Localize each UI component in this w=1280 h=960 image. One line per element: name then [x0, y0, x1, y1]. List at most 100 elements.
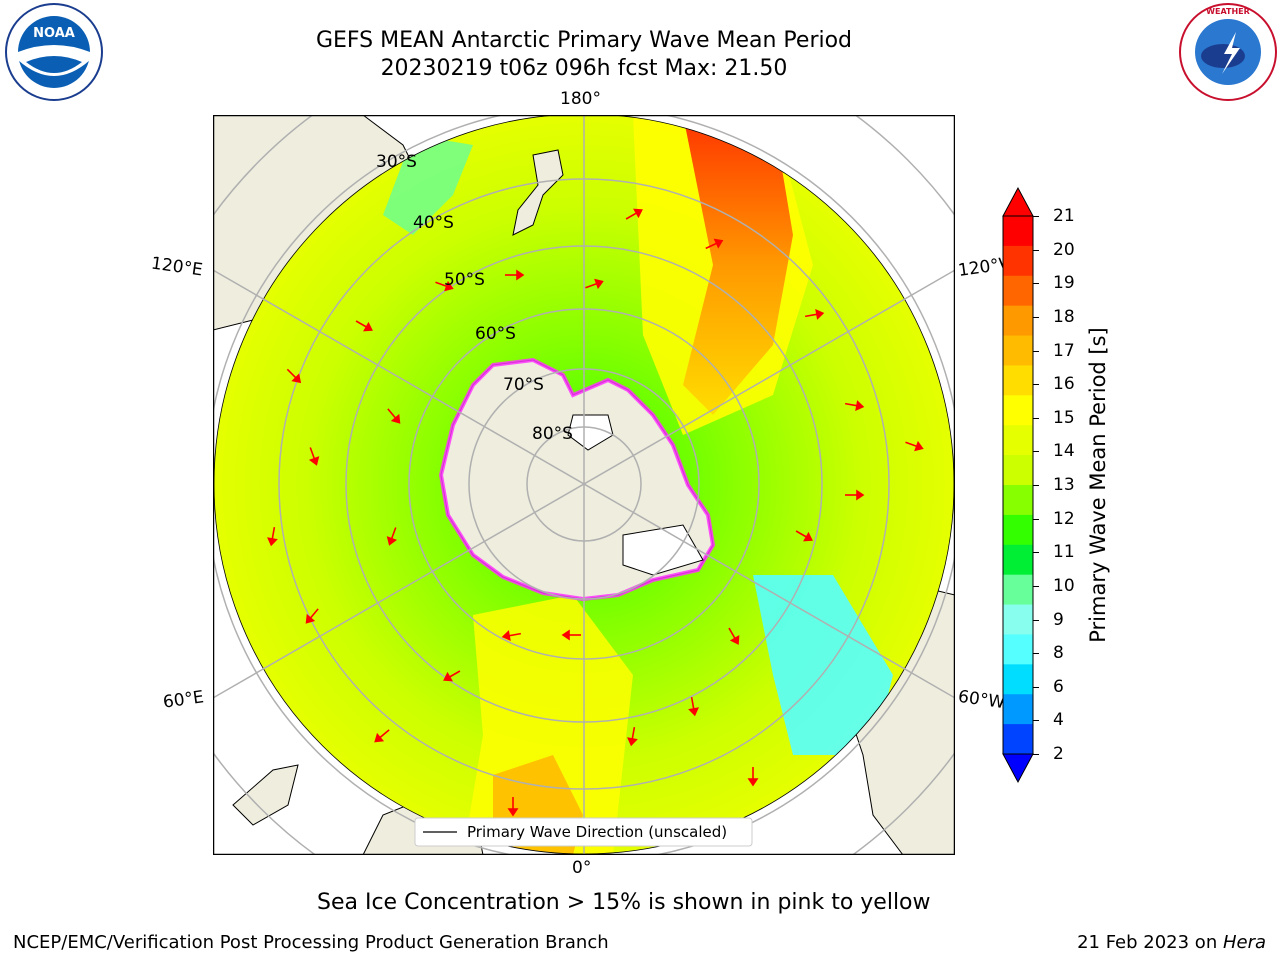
colorbar-tick-label: 19 — [1053, 273, 1075, 294]
lat-label-40s: 40°S — [413, 213, 454, 233]
colorbar-tick-label: 2 — [1053, 744, 1064, 764]
lat-label-60s: 60°S — [475, 324, 516, 344]
direction-arrow — [308, 447, 320, 466]
colorbar-cell — [1003, 365, 1033, 396]
lat-label-50s: 50°S — [444, 270, 485, 290]
colorbar-min-arrow — [1002, 753, 1034, 784]
direction-arrow — [443, 670, 461, 682]
footer-date-text: 21 Feb 2023 on — [1077, 932, 1223, 953]
colorbar-cell — [1003, 604, 1033, 635]
noaa-logo: NOAA — [5, 3, 103, 101]
direction-arrow — [728, 627, 740, 645]
colorbar-tick-mark — [1033, 249, 1039, 251]
direction-arrow — [561, 629, 581, 641]
colorbar-cell — [1003, 425, 1033, 456]
colorbar-cell — [1003, 664, 1033, 695]
colorbar-tick-mark — [1033, 585, 1039, 587]
colorbar-tick-label: 8 — [1053, 643, 1064, 664]
colorbar-tick-label: 6 — [1053, 676, 1064, 697]
colorbar-tick-mark — [1033, 485, 1039, 486]
colorbar-tick-label: 21 — [1053, 206, 1075, 226]
colorbar-cell — [1003, 485, 1033, 516]
colorbar-cell — [1003, 275, 1033, 307]
colorbar-tick-label: 13 — [1053, 475, 1075, 495]
direction-arrow — [507, 797, 519, 817]
colorbar-tick-mark — [1033, 653, 1039, 655]
map-legend: Primary Wave Direction (unscaled) — [414, 817, 753, 847]
direction-arrow — [627, 726, 638, 747]
footer-left-credit: NCEP/EMC/Verification Post Processing Pr… — [13, 932, 609, 953]
direction-arrow — [505, 269, 525, 281]
map-title-line2: 20230219 t06z 096h fcst Max: 21.50 — [380, 56, 788, 81]
colorbar-tick-mark — [1033, 518, 1039, 520]
svg-text:NOAA: NOAA — [33, 26, 75, 41]
footer-host: Hera — [1222, 932, 1266, 953]
land-new-zealand — [512, 149, 564, 236]
colorbar-cell — [1003, 245, 1033, 277]
nws-logo: WEATHER — [1179, 3, 1277, 101]
svg-text:WEATHER: WEATHER — [1206, 7, 1250, 16]
sea-ice-edge — [438, 357, 716, 602]
swell-band-red — [683, 115, 793, 415]
direction-arrow — [386, 527, 398, 546]
colorbar-cell — [1003, 694, 1033, 725]
direction-arrow — [705, 238, 724, 250]
direction-arrow — [387, 408, 401, 424]
lon-label-60e: 60°E — [161, 687, 206, 713]
colorbar-tick-mark — [1033, 216, 1039, 217]
colorbar-tick-label: 9 — [1053, 609, 1064, 630]
direction-arrow — [305, 608, 319, 624]
lon-label-180: 180° — [560, 89, 601, 109]
direction-arrow — [905, 440, 924, 452]
colorbar-tick-label: 11 — [1053, 542, 1075, 563]
colorbar-tick-mark — [1033, 754, 1039, 755]
direction-arrow — [844, 400, 865, 411]
colorbar-tick-mark — [1033, 384, 1039, 386]
footer-right-date: 21 Feb 2023 on Hera — [1077, 932, 1266, 953]
wave-direction-arrows — [267, 208, 924, 817]
colorbar-tick-label: 14 — [1053, 441, 1075, 462]
sea-ice-note: Sea Ice Concentration > 15% is shown in … — [317, 890, 931, 915]
direction-arrow — [747, 767, 759, 787]
lon-label-120e: 120°E — [149, 253, 204, 281]
colorbar-cell — [1003, 455, 1033, 486]
colorbar-tick-mark — [1033, 451, 1039, 453]
colorbar-tick-label: 4 — [1053, 710, 1064, 731]
direction-arrow — [585, 278, 604, 290]
colorbar-tick-label: 16 — [1053, 374, 1075, 395]
colorbar-tick-label: 15 — [1053, 407, 1075, 428]
direction-arrow — [267, 526, 278, 547]
direction-arrow — [501, 630, 522, 641]
map-title-line1: GEFS MEAN Antarctic Primary Wave Mean Pe… — [315, 28, 853, 53]
direction-arrow — [625, 208, 643, 220]
colorbar-tick-label: 20 — [1053, 239, 1075, 260]
colorbar-max-arrow — [1002, 186, 1034, 217]
lat-label-70s: 70°S — [503, 375, 544, 395]
colorbar-cell — [1003, 724, 1033, 755]
colorbar — [1002, 186, 1034, 784]
colorbar-label: Primary Wave Mean Period [s] — [1086, 327, 1110, 643]
land-madagascar — [232, 764, 299, 826]
colorbar-tick-mark — [1033, 316, 1039, 318]
colorbar-cell — [1003, 544, 1033, 576]
colorbar-tick-label: 10 — [1053, 575, 1075, 596]
colorbar-cell — [1003, 574, 1033, 606]
colorbar-tick-label: 18 — [1053, 306, 1075, 327]
colorbar-tick-mark — [1033, 552, 1039, 554]
lon-label-0: 0° — [572, 858, 592, 878]
colorbar-tick-label: 12 — [1053, 508, 1075, 529]
ice-shelf-weddell — [622, 524, 704, 576]
colorbar-tick-mark — [1033, 686, 1039, 688]
direction-arrow — [355, 320, 373, 332]
direction-arrow — [845, 489, 865, 501]
graticule — [213, 115, 955, 855]
colorbar-cell — [1003, 634, 1033, 665]
lon-label-60w: 60°W — [956, 686, 1007, 714]
direction-arrow — [804, 309, 825, 320]
direction-arrow — [374, 729, 390, 743]
colorbar-tick-mark — [1033, 619, 1039, 621]
direction-arrow — [795, 530, 813, 542]
colorbar-tick-label: 17 — [1053, 340, 1075, 361]
direction-arrow — [435, 280, 454, 292]
colorbar-cell — [1003, 335, 1033, 366]
